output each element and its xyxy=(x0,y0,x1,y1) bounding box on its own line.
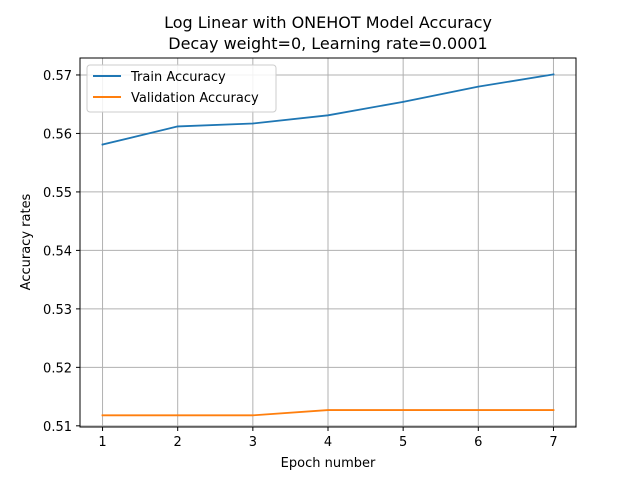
data-point xyxy=(327,114,329,117)
y-tick-label: 0.53 xyxy=(43,303,72,318)
y-tick-label: 0.57 xyxy=(43,69,72,84)
legend: Train Accuracy Validation Accuracy xyxy=(86,64,277,113)
data-point xyxy=(552,73,555,76)
legend-label-train: Train Accuracy xyxy=(130,70,226,85)
data-point xyxy=(477,85,480,88)
x-tick-label: 2 xyxy=(174,435,182,450)
x-tick-label: 3 xyxy=(249,435,257,450)
y-axis-ticks: 0.51 0.52 0.53 0.54 0.55 0.56 0.57 xyxy=(43,69,80,435)
grid xyxy=(80,58,576,427)
x-axis-ticks: 1 2 3 4 5 6 7 xyxy=(98,427,558,450)
chart-subtitle: Decay weight=0, Learning rate=0.0001 xyxy=(168,34,487,53)
chart-title: Log Linear with ONEHOT Model Accuracy xyxy=(164,13,492,32)
data-point xyxy=(252,122,254,125)
data-point xyxy=(176,125,179,128)
y-axis-label: Accuracy rates xyxy=(19,193,34,290)
legend-label-validation: Validation Accuracy xyxy=(131,91,259,106)
x-tick-label: 5 xyxy=(399,435,407,450)
y-tick-label: 0.54 xyxy=(43,244,72,259)
data-point xyxy=(176,414,179,417)
y-tick-label: 0.56 xyxy=(43,127,72,142)
x-tick-label: 7 xyxy=(549,435,557,450)
x-tick-label: 6 xyxy=(474,435,482,450)
data-point xyxy=(402,409,404,411)
x-axis-label: Epoch number xyxy=(281,456,376,471)
data-point xyxy=(101,414,104,417)
data-point xyxy=(477,409,480,411)
data-point xyxy=(252,414,254,417)
data-point xyxy=(327,409,329,411)
data-point xyxy=(402,101,404,103)
x-tick-label: 1 xyxy=(98,435,106,450)
legend-box xyxy=(86,64,277,113)
data-point xyxy=(552,409,555,411)
y-tick-label: 0.51 xyxy=(43,420,72,435)
y-tick-label: 0.55 xyxy=(43,186,72,201)
y-tick-label: 0.52 xyxy=(43,361,72,376)
series-layer xyxy=(101,73,555,417)
x-tick-label: 4 xyxy=(324,435,332,450)
data-point xyxy=(101,143,104,146)
